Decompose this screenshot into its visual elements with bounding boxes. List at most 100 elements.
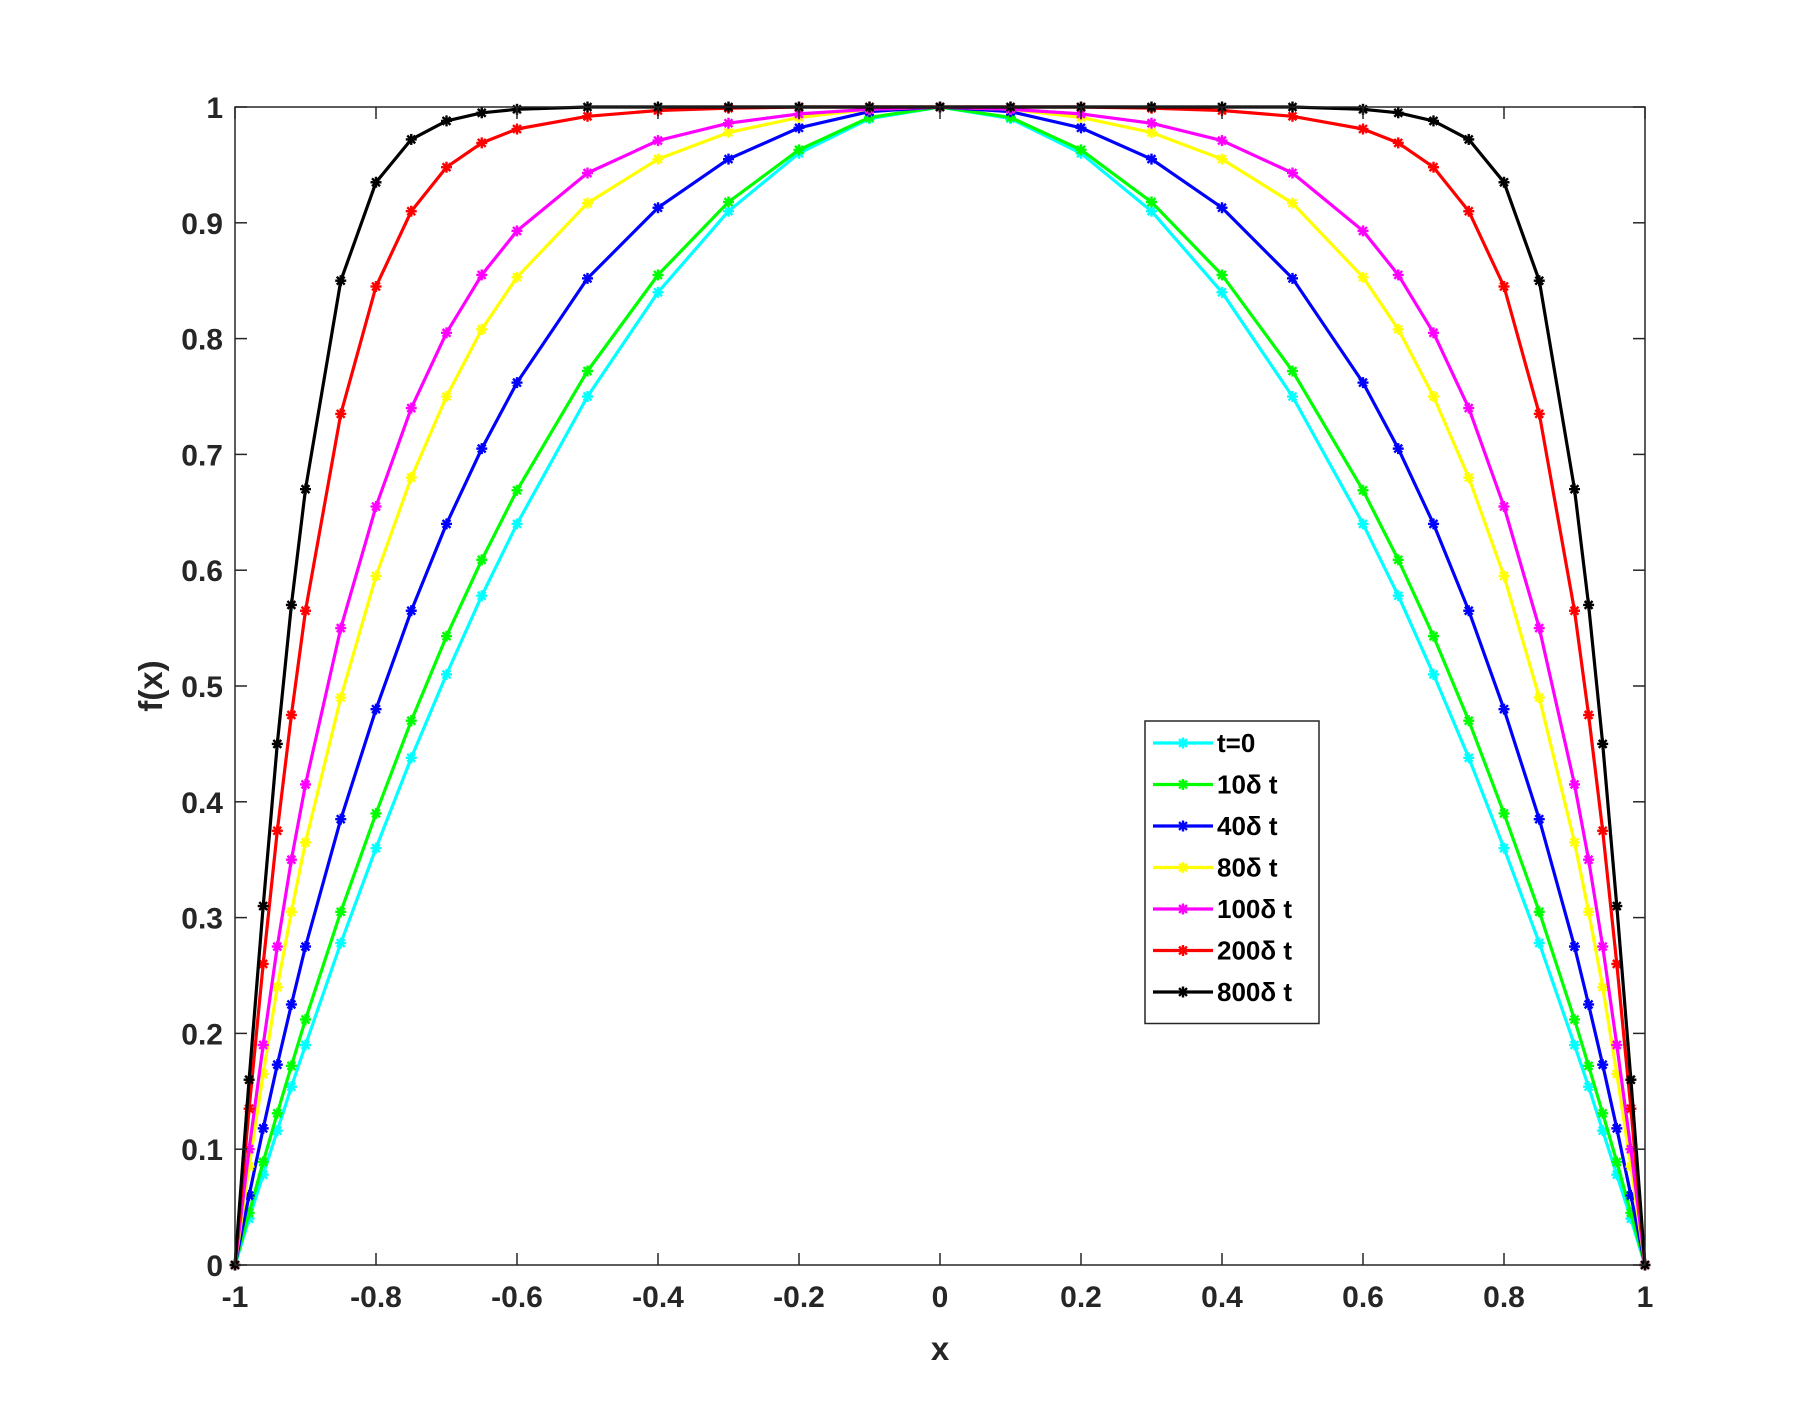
series-2-point xyxy=(271,1059,283,1071)
series-6-point xyxy=(476,107,488,119)
series-5-point xyxy=(511,123,523,135)
series-3-point xyxy=(1597,981,1609,993)
series-6-point xyxy=(1533,275,1545,287)
series-4-point xyxy=(511,225,523,237)
series-6-point xyxy=(1392,107,1404,119)
series-1-point xyxy=(441,630,452,642)
series-5-point xyxy=(405,205,417,217)
series-4-point xyxy=(1533,622,1545,634)
series-5-point xyxy=(1498,280,1510,292)
series-0-point xyxy=(476,590,488,602)
series-0-point xyxy=(1392,590,1404,602)
series-2-point xyxy=(1533,813,1545,825)
legend-label: 100δ t xyxy=(1217,894,1292,924)
series-6-point xyxy=(1611,900,1623,912)
series-1-point xyxy=(335,906,347,918)
series-3-point xyxy=(1428,391,1439,402)
series-1-point xyxy=(1569,1014,1580,1026)
series-2-point xyxy=(1569,941,1580,953)
ticks-layer: -1 -0.8 -0.6 -0.4 -0.2 0 0.2 0.4 0.6 0.8 1 0 0.1 0.2 0… xyxy=(181,92,1653,1314)
series-4-point xyxy=(1146,117,1157,129)
series-3-point xyxy=(723,126,734,138)
series-1-point xyxy=(582,365,593,377)
series-3-point xyxy=(1533,692,1545,704)
series-0-point xyxy=(1569,1039,1580,1051)
series-4-point xyxy=(1428,327,1439,339)
series-1-point xyxy=(476,554,488,566)
series-6-point xyxy=(1569,483,1580,495)
legend-item-2: 40δ t xyxy=(1153,811,1278,841)
series-5-point xyxy=(1611,958,1623,970)
series-2-point xyxy=(441,518,452,530)
series-6-point xyxy=(441,115,452,127)
series-4-point xyxy=(1611,1039,1623,1051)
series-1-point xyxy=(793,144,805,156)
series-0-point xyxy=(723,205,734,217)
series-0-point xyxy=(1463,752,1475,764)
series-1-point xyxy=(271,1107,283,1119)
series-4-point xyxy=(335,622,347,634)
series-1-point xyxy=(1533,906,1545,918)
series-2-point xyxy=(1357,377,1369,389)
legend-item-3: 80δ t xyxy=(1153,853,1278,883)
series-4-point xyxy=(476,269,488,281)
legend-item-5: 200δ t xyxy=(1153,936,1292,966)
series-4-point xyxy=(1498,501,1510,513)
series-5-point xyxy=(476,137,488,149)
series-3-point xyxy=(1583,906,1595,918)
series-3-point xyxy=(1498,570,1510,582)
series-6-point xyxy=(335,275,347,287)
legend-item-0: t=0 xyxy=(1153,728,1255,758)
series-1-point xyxy=(285,1060,297,1072)
series-4-point xyxy=(1216,135,1228,147)
series-3-point xyxy=(441,391,452,402)
series-2-point xyxy=(405,605,417,617)
series-4-point xyxy=(1597,941,1609,953)
series-1-point xyxy=(1611,1156,1623,1168)
series-3-point xyxy=(271,981,283,993)
y-tick-label: 0.7 xyxy=(181,439,223,472)
series-2-point xyxy=(370,703,382,715)
series-1-point xyxy=(723,196,734,208)
x-tick-label: 0.4 xyxy=(1201,1281,1243,1314)
series-6-point xyxy=(271,738,283,750)
series-3-point xyxy=(652,153,664,165)
legend-marker xyxy=(1177,862,1189,873)
series-2-point xyxy=(1498,703,1510,715)
series-0-point xyxy=(1498,842,1510,854)
series-3-point xyxy=(405,472,417,484)
series-0-point xyxy=(1357,518,1369,530)
series-1-point xyxy=(1392,554,1404,566)
legend-item-6: 800δ t xyxy=(1153,977,1292,1007)
series-1-point xyxy=(1146,196,1157,208)
y-tick-label: 1 xyxy=(206,92,223,125)
series-6-point xyxy=(300,483,311,495)
legend-label: 800δ t xyxy=(1217,977,1292,1007)
legend-item-1: 10δ t xyxy=(1153,770,1278,800)
series-2-point xyxy=(1075,122,1087,134)
series-5-point xyxy=(1357,123,1369,135)
series-3-point xyxy=(1392,323,1404,335)
series-0-point xyxy=(1216,286,1228,298)
y-tick-label: 0.9 xyxy=(181,208,223,241)
series-4-point xyxy=(405,402,417,414)
series-4-point xyxy=(1463,402,1475,414)
series-2-point xyxy=(1392,443,1404,455)
series-5-point xyxy=(335,408,347,420)
legend-marker xyxy=(1177,945,1189,956)
series-5-point xyxy=(1463,205,1475,217)
series-4-point xyxy=(300,778,311,790)
series-2-point xyxy=(476,443,488,455)
series-5-point xyxy=(1428,161,1439,173)
y-tick-label: 0.6 xyxy=(181,555,223,588)
y-tick-label: 0.1 xyxy=(181,1134,223,1167)
series-4-point xyxy=(1287,167,1298,179)
series-4-point xyxy=(1357,225,1369,237)
series-4-point xyxy=(271,941,283,953)
series-5-point xyxy=(300,605,311,617)
series-3-point xyxy=(1216,153,1228,165)
legend-marker xyxy=(1177,903,1189,915)
series-1-point xyxy=(1075,144,1087,156)
series-6-point xyxy=(1583,599,1595,611)
series-4-point xyxy=(723,117,734,129)
